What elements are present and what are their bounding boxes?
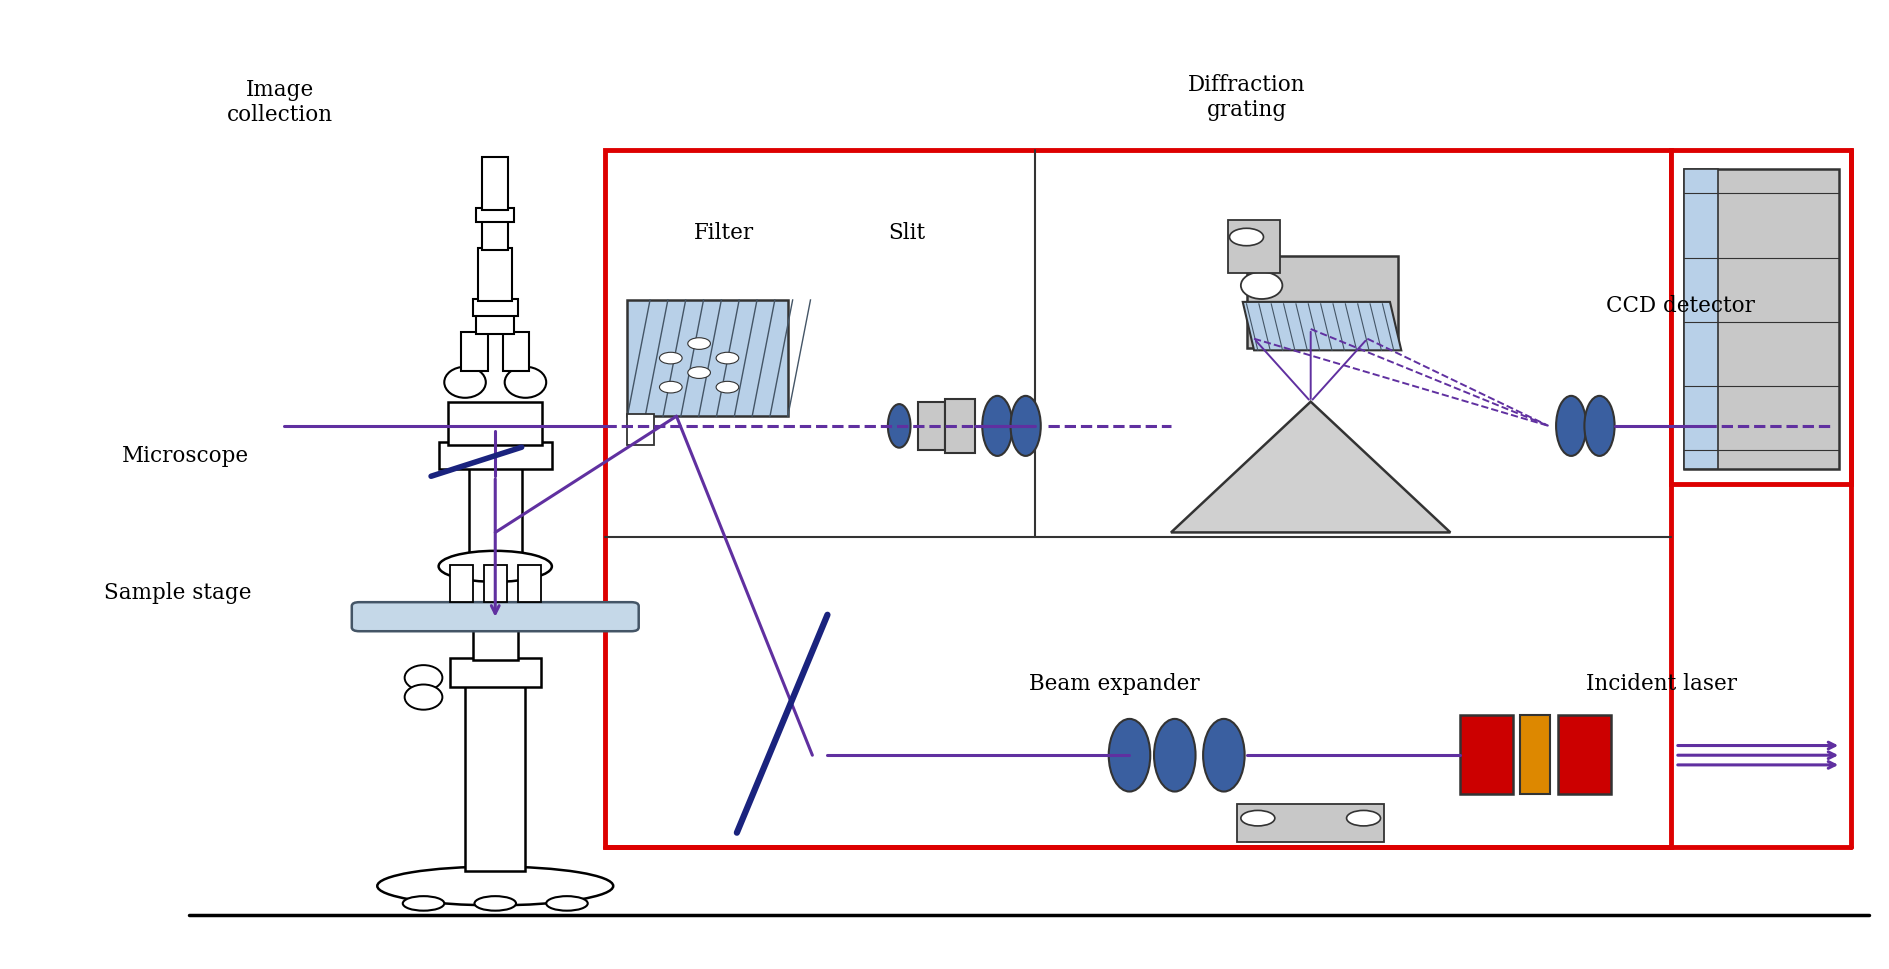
Ellipse shape <box>688 367 710 379</box>
Bar <box>518 566 540 603</box>
Ellipse shape <box>404 685 442 710</box>
Bar <box>502 332 529 371</box>
Bar <box>1521 715 1551 795</box>
Ellipse shape <box>1241 272 1283 299</box>
Bar <box>627 300 788 417</box>
Bar <box>438 443 552 470</box>
Ellipse shape <box>1585 396 1615 456</box>
Ellipse shape <box>378 866 614 905</box>
Bar <box>482 157 508 210</box>
Bar <box>1460 715 1513 795</box>
Ellipse shape <box>504 367 546 398</box>
Text: Slit: Slit <box>888 222 926 244</box>
Polygon shape <box>1243 302 1402 351</box>
Ellipse shape <box>438 551 552 582</box>
Ellipse shape <box>659 382 682 393</box>
Bar <box>1558 715 1611 795</box>
Bar <box>1685 170 1719 470</box>
Bar <box>461 572 529 610</box>
Bar <box>468 467 521 554</box>
Ellipse shape <box>1011 396 1041 456</box>
Bar <box>484 566 506 603</box>
Text: Microscope: Microscope <box>123 445 249 466</box>
Text: Image
collection: Image collection <box>227 78 332 126</box>
Ellipse shape <box>688 338 710 350</box>
Bar <box>604 150 1672 847</box>
Ellipse shape <box>1154 719 1196 792</box>
Bar <box>1672 150 1851 484</box>
FancyBboxPatch shape <box>351 603 638 632</box>
Text: CCD detector: CCD detector <box>1606 295 1755 317</box>
Text: Filter: Filter <box>693 222 754 244</box>
Bar <box>918 402 944 451</box>
Ellipse shape <box>716 353 739 364</box>
Bar <box>1228 220 1281 273</box>
Ellipse shape <box>1347 811 1381 826</box>
Ellipse shape <box>1230 229 1264 246</box>
Bar <box>465 683 525 871</box>
Ellipse shape <box>474 896 516 911</box>
Bar <box>450 566 472 603</box>
Ellipse shape <box>402 896 444 911</box>
Ellipse shape <box>546 896 587 911</box>
Bar <box>461 332 487 371</box>
Ellipse shape <box>1109 719 1150 792</box>
Bar <box>472 299 518 317</box>
Bar <box>476 208 514 223</box>
Bar <box>478 248 512 301</box>
Bar <box>450 659 540 688</box>
Bar <box>448 402 542 446</box>
Ellipse shape <box>716 382 739 393</box>
Ellipse shape <box>1203 719 1245 792</box>
Bar <box>627 415 654 446</box>
Ellipse shape <box>444 367 485 398</box>
Text: Incident laser: Incident laser <box>1587 672 1738 694</box>
Bar <box>1247 257 1398 349</box>
Bar <box>472 624 518 661</box>
Ellipse shape <box>1557 396 1587 456</box>
Ellipse shape <box>1241 811 1275 826</box>
Ellipse shape <box>888 405 910 449</box>
Ellipse shape <box>404 666 442 691</box>
Bar <box>944 399 975 453</box>
Ellipse shape <box>659 353 682 364</box>
Text: Beam expander: Beam expander <box>1030 672 1200 694</box>
Bar <box>1685 170 1840 470</box>
Ellipse shape <box>982 396 1013 456</box>
Bar <box>482 221 508 250</box>
Text: Diffraction
grating: Diffraction grating <box>1188 74 1305 121</box>
Bar <box>1237 804 1385 842</box>
Polygon shape <box>1171 402 1451 533</box>
Text: Sample stage: Sample stage <box>104 581 251 604</box>
Bar <box>476 315 514 334</box>
